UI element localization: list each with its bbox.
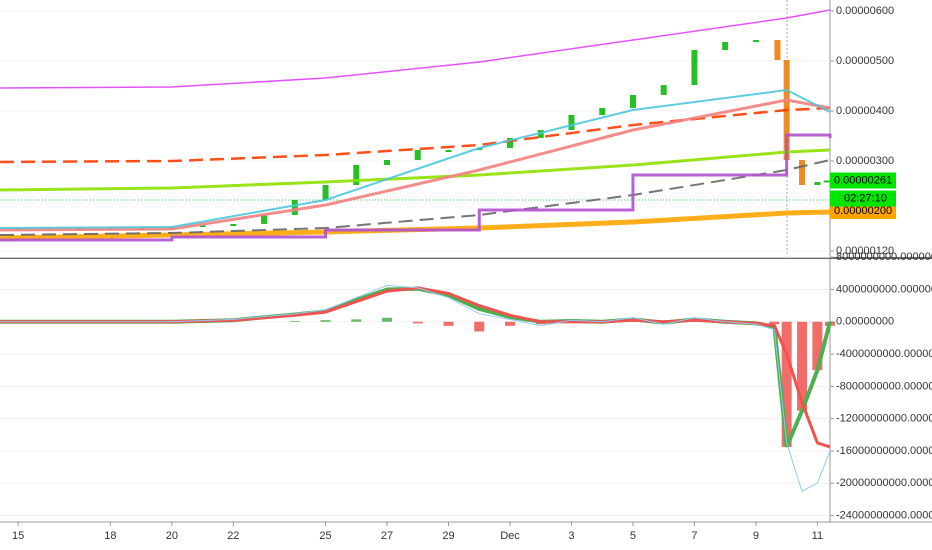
candle: [799, 160, 806, 185]
candle: [445, 150, 452, 152]
candle: [199, 225, 206, 227]
candle: [291, 200, 298, 215]
x-tick-label: 20: [166, 530, 178, 542]
candle: [537, 130, 544, 138]
histogram-bar: [797, 321, 808, 411]
histogram-bar: [443, 321, 454, 326]
y-tick-label: -20000000000.00000000: [836, 477, 932, 489]
candle: [629, 95, 636, 108]
indicator-line: [0, 133, 832, 242]
x-tick-label: 7: [691, 530, 697, 542]
x-tick-label: Dec: [500, 530, 520, 542]
x-tick-label: 5: [630, 530, 636, 542]
x-tick-label: 3: [568, 530, 574, 542]
y-tick-label: 0.00000600: [836, 5, 894, 17]
candle: [660, 85, 667, 95]
y-tick-label: -4000000000.00000000: [836, 348, 932, 360]
histogram-bar: [412, 321, 423, 324]
x-tick-label: 27: [381, 530, 393, 542]
histogram-bar: [289, 320, 300, 322]
y-tick-label: 0.00000400: [836, 105, 894, 117]
histogram-bar: [320, 320, 331, 322]
x-tick-label: 29: [442, 530, 454, 542]
x-tick-label: 11: [812, 530, 823, 542]
price-tag-label: 0.00000200: [834, 205, 892, 217]
histogram-bar: [351, 319, 362, 322]
y-tick-label: 4000000000.00000000: [836, 283, 932, 295]
candle: [722, 42, 729, 50]
candle: [774, 40, 781, 60]
candle: [568, 115, 575, 130]
macd-line: [0, 284, 831, 493]
histogram-bar: [769, 321, 780, 325]
x-tick-label: 22: [227, 530, 239, 542]
candle: [823, 180, 830, 183]
y-tick-label: -8000000000.00000000: [836, 380, 932, 392]
histogram-bar: [781, 321, 792, 447]
x-tick-label: 9: [753, 530, 759, 542]
price-tag: [830, 203, 896, 219]
y-tick-label: -12000000000.00000000: [836, 413, 932, 425]
indicator-line: [0, 88, 831, 229]
y-tick-label: -24000000000.00000000: [836, 509, 932, 521]
indicator-line: [0, 98, 831, 232]
candle: [814, 182, 821, 185]
candle: [353, 165, 360, 185]
candle: [384, 160, 391, 165]
candle: [691, 50, 698, 85]
candle: [599, 108, 606, 115]
candle: [322, 185, 329, 200]
price-tag: [830, 172, 896, 189]
y-tick-label: -16000000000.00000000: [836, 445, 932, 457]
indicator-line: [0, 106, 831, 164]
histogram-bar: [382, 317, 393, 322]
histogram-bar: [504, 321, 515, 326]
indicator-line: [0, 9, 831, 89]
y-tick-label: 0.00000000: [836, 316, 894, 328]
y-tick-label: 0.00000120: [836, 245, 894, 257]
candle: [414, 150, 421, 160]
histogram-bar: [474, 321, 485, 332]
x-tick-label: 15: [12, 530, 24, 542]
x-tick-label: 25: [319, 530, 331, 542]
candle: [230, 224, 237, 226]
y-tick-label: 8000000000.00000000: [836, 251, 932, 263]
countdown-box: [830, 190, 896, 207]
countdown: 02:27:10: [844, 192, 887, 204]
x-tick-label: 18: [104, 530, 116, 542]
candle: [506, 138, 513, 148]
price-tag-label: 0.00000261: [834, 174, 892, 186]
candle: [752, 40, 759, 42]
histogram-bar: [812, 321, 823, 371]
y-tick-label: 0.00000300: [836, 155, 894, 167]
candle: [261, 215, 268, 224]
macd-line: [0, 286, 831, 449]
y-tick-label: 0.00000500: [836, 55, 894, 67]
